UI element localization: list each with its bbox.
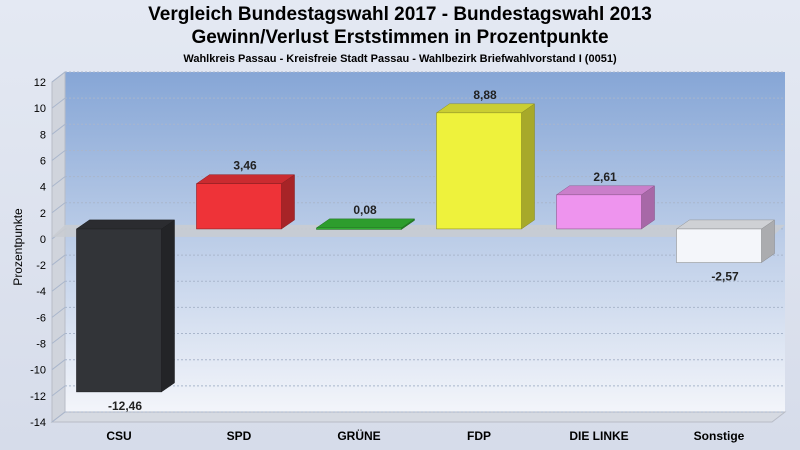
bar-top bbox=[555, 185, 656, 196]
x-tick-label: Sonstige bbox=[694, 429, 745, 443]
bar-gr-ne: 0,08 bbox=[315, 203, 416, 230]
bar-fdp: 8,88 bbox=[435, 88, 536, 230]
grid-line-side bbox=[51, 385, 66, 397]
bar-side bbox=[161, 219, 175, 393]
x-tick-label: GRÜNE bbox=[337, 428, 380, 443]
data-label: -2,57 bbox=[711, 270, 739, 284]
data-label: 8,88 bbox=[473, 88, 497, 102]
grid-line-side bbox=[51, 202, 66, 214]
y-tick-label: 6 bbox=[40, 155, 46, 167]
bar-die-linke: 2,61 bbox=[555, 170, 656, 230]
x-tick-label: CSU bbox=[106, 429, 131, 443]
grid-line-side bbox=[51, 411, 66, 423]
plot-area bbox=[65, 72, 785, 412]
bar-top bbox=[75, 219, 176, 230]
grid-line-side bbox=[51, 306, 66, 318]
y-tick-label: 4 bbox=[40, 182, 46, 194]
bar-top bbox=[435, 103, 536, 114]
bar-top bbox=[315, 218, 416, 229]
grid-line-side bbox=[51, 97, 66, 109]
bar-top bbox=[195, 174, 296, 184]
y-tick-label: -12 bbox=[30, 391, 46, 403]
grid-line-side bbox=[51, 71, 66, 83]
grid-line-side bbox=[51, 123, 66, 135]
y-tick-label: -8 bbox=[36, 339, 46, 351]
y-tick-label: -14 bbox=[30, 417, 46, 429]
plot-left-wall bbox=[51, 70, 66, 424]
bar-front bbox=[196, 183, 282, 230]
y-tick-label: 0 bbox=[40, 234, 46, 246]
chart-caption: Wahlkreis Passau - Kreisfreie Stadt Pass… bbox=[183, 53, 617, 65]
chart-title: Vergleich Bundestagswahl 2017 - Bundesta… bbox=[148, 4, 652, 25]
bar-front bbox=[676, 228, 762, 263]
y-tick-label: -6 bbox=[36, 312, 46, 324]
bar-side bbox=[281, 174, 295, 230]
data-label: -12,46 bbox=[108, 399, 142, 413]
grid-line-side bbox=[51, 280, 66, 292]
grid-line-side bbox=[51, 176, 66, 188]
bar-sonstige: -2,57 bbox=[675, 219, 776, 284]
bar-front bbox=[556, 194, 642, 230]
y-axis-label: Prozentpunkte bbox=[11, 208, 25, 286]
grid-line-side bbox=[51, 254, 66, 266]
chart-subtitle: Gewinn/Verlust Erststimmen in Prozentpun… bbox=[191, 27, 609, 48]
bar-spd: 3,46 bbox=[195, 159, 296, 230]
bar-front bbox=[436, 112, 522, 230]
bar-csu: -12,46 bbox=[75, 219, 176, 413]
grid-line-side bbox=[51, 150, 66, 161]
data-label: 0,08 bbox=[353, 203, 377, 217]
y-tick-label: -2 bbox=[36, 260, 46, 272]
y-tick-label: 12 bbox=[34, 77, 46, 89]
y-tick-label: 8 bbox=[40, 129, 46, 141]
bar-side bbox=[521, 103, 535, 230]
grid-line-side bbox=[51, 359, 66, 371]
plot-floor bbox=[50, 411, 787, 423]
y-tick-label: -4 bbox=[36, 286, 46, 298]
grid-line-side bbox=[51, 333, 66, 344]
y-tick-label: 2 bbox=[40, 208, 46, 220]
x-tick-label: SPD bbox=[227, 429, 252, 443]
y-tick-label: 10 bbox=[34, 103, 46, 115]
bar-front bbox=[76, 228, 162, 393]
x-tick-label: DIE LINKE bbox=[569, 429, 628, 443]
data-label: 2,61 bbox=[593, 170, 617, 184]
data-label: 3,46 bbox=[233, 159, 257, 173]
x-tick-label: FDP bbox=[467, 429, 491, 443]
y-tick-label: -10 bbox=[30, 365, 46, 377]
bar-top bbox=[675, 219, 776, 230]
bar-front bbox=[316, 227, 402, 230]
